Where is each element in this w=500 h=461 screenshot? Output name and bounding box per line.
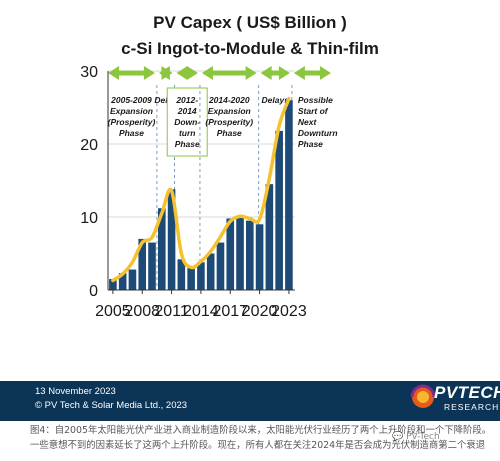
phase-label-line: (Prosperity) <box>108 117 156 127</box>
logo-subtext: RESEARCH <box>444 402 500 412</box>
phase-label-line: Expansion <box>208 106 251 116</box>
phase-label-line: 2012- <box>175 95 198 105</box>
phase-arrow-left-head <box>108 66 120 80</box>
phase-label-line: Start of <box>298 106 329 116</box>
phase-label-line: Phase <box>298 139 323 149</box>
phase-label: 2014-2020 Expansion (Prosperity) Phase <box>205 95 253 138</box>
footer-copyright: © PV Tech & Solar Media Ltd., 2023 <box>35 400 188 411</box>
x-tick-label: 2008 <box>124 303 160 320</box>
phase-label: Delay <box>154 95 178 105</box>
phase-arrow-left-head <box>260 66 272 80</box>
bar-2005 <box>109 279 117 290</box>
watermark-text: PV-Tech <box>406 432 440 442</box>
bar-2020 <box>255 224 264 290</box>
bar-2007 <box>128 269 137 290</box>
phase-label-line: Expansion <box>110 106 153 116</box>
phase-label-line: Possible <box>298 95 333 105</box>
logo-text: PVTECH <box>434 383 500 402</box>
phase-label-line: turn <box>179 128 196 138</box>
bar-2006 <box>118 273 127 290</box>
phase-arrow-right-head <box>319 66 331 80</box>
wechat-icon: 💬 <box>392 432 407 442</box>
phase-arrow-left-head <box>201 66 213 80</box>
sun-logo-icon <box>410 384 436 408</box>
footer-date: 13 November 2023 <box>35 386 116 397</box>
phase-label: 2012-2014 Down-turn Phase <box>174 95 200 149</box>
bar-2022 <box>275 130 283 290</box>
bar-2011 <box>167 189 176 290</box>
phase-label-box <box>166 87 208 157</box>
phase-label-line: Phase <box>217 128 242 138</box>
phase-label: Possible Start of Next Downturn Phase <box>298 95 338 149</box>
bar-2017 <box>226 218 235 290</box>
bar-2010 <box>157 208 166 290</box>
y-tick-label: 20 <box>80 137 98 154</box>
phase-arrow-right-head <box>161 66 173 80</box>
phase-label-line: (Prosperity) <box>205 117 253 127</box>
phase-label-line: 2014-2020 <box>208 95 250 105</box>
phase-label: Delays <box>262 95 290 105</box>
trend-line <box>111 96 291 283</box>
x-tick-label: 2014 <box>183 303 219 320</box>
y-tick-label: 10 <box>80 210 98 227</box>
y-tick-label: 30 <box>80 64 98 81</box>
chart-title: PV Capex ( US$ Billion ) <box>153 13 347 32</box>
bar-2015 <box>206 253 215 290</box>
phase-label-line: Down- <box>174 117 200 127</box>
bar-2012 <box>177 259 186 290</box>
bar-2014 <box>197 262 205 290</box>
bar-2018 <box>236 217 244 290</box>
phase-label-line: Next <box>298 117 318 127</box>
phase-arrow-right-head <box>186 66 198 80</box>
bar-layer <box>109 100 293 290</box>
x-tick-label: 2017 <box>212 303 248 320</box>
chart-subtitle: c-Si Ingot-to-Module & Thin-film <box>121 39 379 58</box>
phase-arrow-left-head <box>176 66 188 80</box>
bar-2021 <box>265 184 274 290</box>
phase-label-line: Downturn <box>298 128 338 138</box>
phase-label-line: 2005-2009 <box>110 95 152 105</box>
phase-label-line: Phase <box>175 139 200 149</box>
x-tick-label: 2011 <box>154 303 189 320</box>
bar-2008 <box>138 238 147 290</box>
trend-layer <box>111 96 291 283</box>
phase-label-line: Delay <box>154 95 178 105</box>
bar-2009 <box>148 242 156 290</box>
x-tick-label: 2023 <box>271 303 307 320</box>
phase-arrow-right-head <box>278 66 290 80</box>
bar-2023 <box>285 100 293 290</box>
x-tick-label: 2020 <box>242 303 278 320</box>
phase-label-line: 2014 <box>177 106 197 116</box>
phase-arrow-right-head <box>143 66 155 80</box>
phase-arrow-left-head <box>293 66 305 80</box>
figure-caption: 图4：自2005年太阳能光伏产业进入商业制造阶段以来，太阳能光伏行业经历了两个上… <box>30 425 492 451</box>
bar-2016 <box>216 242 225 290</box>
pv-tech-logo: PVTECH RESEARCH <box>410 383 500 417</box>
x-tick-label: 2005 <box>95 303 131 320</box>
y-tick-label: 0 <box>89 283 98 300</box>
capex-chart: PV Capex ( US$ Billion ) c-Si Ingot-to-M… <box>80 13 379 320</box>
phase-layer: 2005-2009 Expansion (Prosperity) PhaseDelay… <box>108 66 338 288</box>
bar-2019 <box>246 220 254 290</box>
watermark: 💬 PV-Tech <box>392 432 440 442</box>
phase-label: 2005-2009 Expansion (Prosperity) Phase <box>108 95 156 138</box>
bar-2013 <box>187 268 195 290</box>
phase-label-line: Delays <box>262 95 290 105</box>
phase-arrow-right-head <box>245 66 257 80</box>
phase-label-line: Phase <box>119 128 144 138</box>
